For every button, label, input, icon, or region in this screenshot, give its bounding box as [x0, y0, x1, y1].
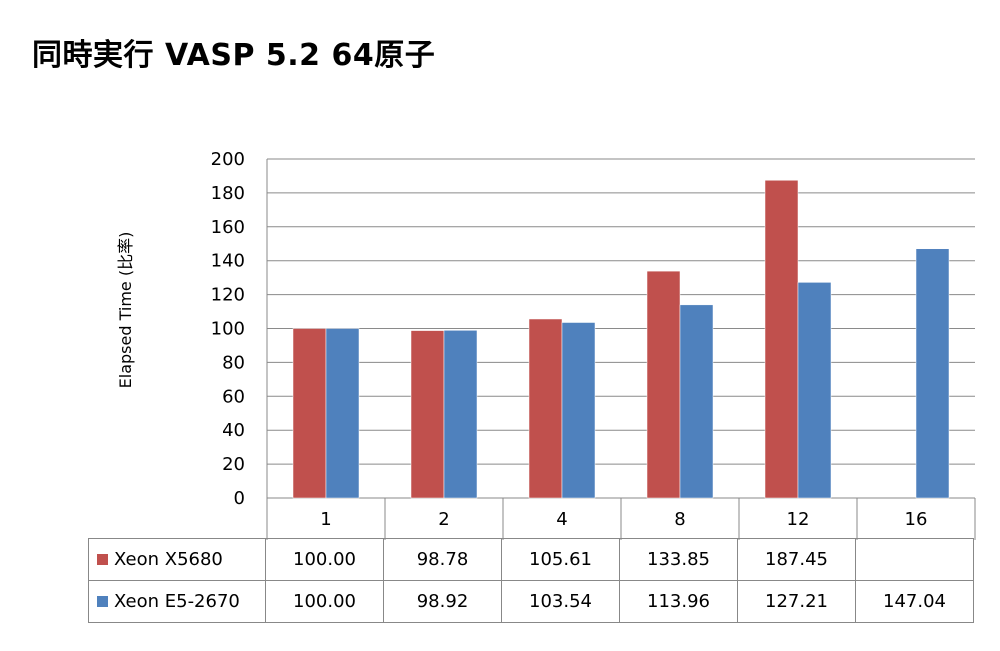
y-tick-label: 160 — [211, 217, 245, 238]
series-name: Xeon X5680 — [114, 549, 223, 570]
data-label: 147.04 — [855, 580, 974, 623]
y-tick-label: 20 — [222, 454, 245, 475]
table-row: Xeon E5-2670 100.00 98.92 103.54 113.96 127.2… — [88, 580, 974, 623]
bar-xeon-e5-2670 — [915, 248, 950, 499]
x-tick-label: 16 — [905, 509, 928, 530]
data-label: 127.21 — [737, 580, 856, 623]
bar-xeon-x5680 — [528, 318, 563, 499]
legend-swatch — [97, 595, 108, 607]
y-tick-label: 180 — [211, 183, 245, 204]
bar-xeon-e5-2670 — [561, 322, 596, 499]
x-tick-label: 8 — [674, 509, 685, 530]
data-label: 98.92 — [383, 580, 502, 623]
bar-xeon-e5-2670 — [797, 282, 832, 499]
y-tick-label: 200 — [211, 149, 245, 170]
y-tick-label: 80 — [222, 352, 245, 373]
data-label: 105.61 — [501, 538, 620, 581]
y-tick-label: 140 — [211, 251, 245, 272]
bar-xeon-x5680 — [764, 180, 799, 499]
data-label — [855, 538, 974, 581]
legend-swatch — [97, 553, 108, 565]
y-tick-label: 120 — [211, 285, 245, 306]
legend-entry: Xeon X5680 — [88, 538, 266, 581]
table-row: Xeon X5680 100.00 98.78 105.61 133.85 187.45 — [88, 538, 974, 581]
data-label: 113.96 — [619, 580, 738, 623]
bar-xeon-e5-2670 — [325, 328, 360, 499]
y-tick-label: 40 — [222, 420, 245, 441]
data-label: 133.85 — [619, 538, 738, 581]
data-label: 103.54 — [501, 580, 620, 623]
data-label: 187.45 — [737, 538, 856, 581]
x-tick-label: 4 — [556, 509, 567, 530]
data-label: 100.00 — [265, 538, 384, 581]
y-tick-label: 60 — [222, 386, 245, 407]
chart-title: 同時実行 VASP 5.2 64原子 — [32, 38, 436, 73]
data-table: Xeon X5680 100.00 98.78 105.61 133.85 187.45 X… — [88, 538, 974, 623]
y-tick-label: 0 — [234, 488, 245, 509]
x-tick-label: 2 — [438, 509, 449, 530]
bar-xeon-e5-2670 — [443, 330, 478, 499]
data-label: 98.78 — [383, 538, 502, 581]
legend-entry: Xeon E5-2670 — [88, 580, 266, 623]
bar-xeon-e5-2670 — [679, 304, 714, 499]
series-name: Xeon E5-2670 — [114, 591, 240, 612]
bar-xeon-x5680 — [292, 328, 327, 499]
x-tick-label: 12 — [787, 509, 810, 530]
bar-xeon-x5680 — [410, 330, 445, 499]
x-tick-label: 1 — [320, 509, 331, 530]
bar-xeon-x5680 — [646, 270, 681, 499]
data-label: 100.00 — [265, 580, 384, 623]
y-tick-label: 100 — [211, 319, 245, 340]
